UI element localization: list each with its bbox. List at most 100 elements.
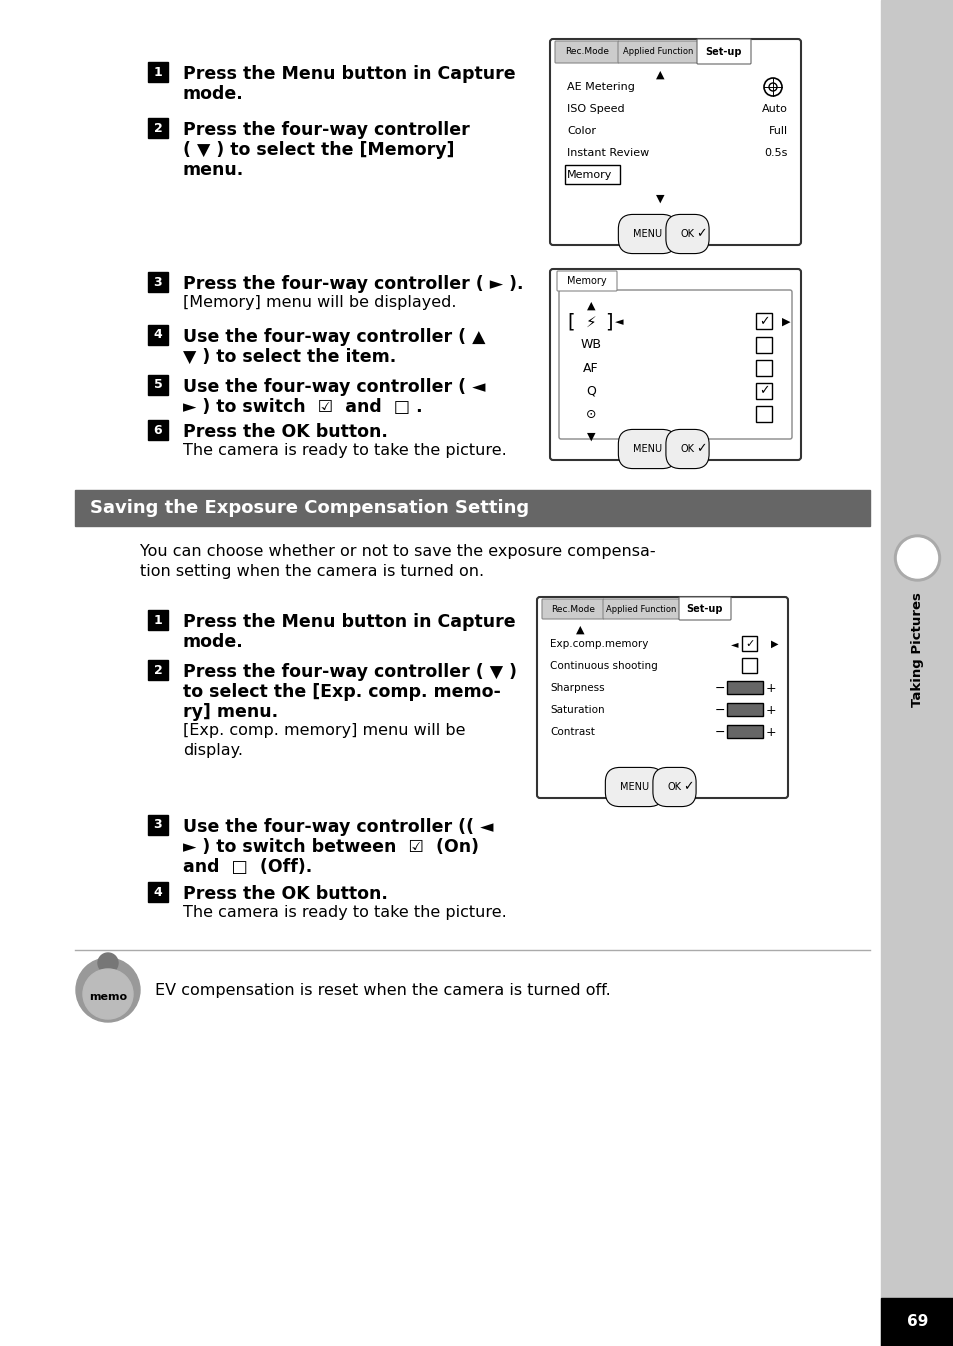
- Text: ✓: ✓: [696, 227, 706, 241]
- Bar: [880, 1298, 953, 1346]
- Bar: [726, 681, 762, 695]
- Circle shape: [897, 538, 937, 577]
- Circle shape: [98, 953, 118, 973]
- Text: Press the four-way controller: Press the four-way controller: [183, 121, 469, 139]
- Text: MENU: MENU: [632, 229, 661, 240]
- Bar: [755, 336, 771, 353]
- Bar: [755, 384, 771, 398]
- FancyBboxPatch shape: [555, 40, 618, 63]
- Text: Q: Q: [585, 385, 596, 397]
- Bar: [726, 725, 762, 738]
- Text: Sharpness: Sharpness: [550, 682, 604, 693]
- Text: ► ) to switch  ☑  and  □ .: ► ) to switch ☑ and □ .: [183, 398, 422, 416]
- Text: ◄: ◄: [614, 318, 622, 327]
- Text: The camera is ready to take the picture.: The camera is ready to take the picture.: [183, 905, 506, 921]
- FancyBboxPatch shape: [602, 599, 679, 619]
- FancyBboxPatch shape: [550, 269, 801, 460]
- Bar: [148, 420, 168, 440]
- Text: WB: WB: [579, 338, 601, 351]
- Text: ▶: ▶: [781, 318, 789, 327]
- Text: ▼: ▼: [656, 194, 664, 205]
- Text: Contrast: Contrast: [550, 727, 595, 738]
- Bar: [148, 376, 168, 394]
- Text: +: +: [765, 681, 776, 695]
- Text: Taking Pictures: Taking Pictures: [910, 592, 923, 708]
- Text: ▼: ▼: [586, 432, 595, 441]
- Text: ▲: ▲: [586, 302, 595, 311]
- Text: 4: 4: [153, 328, 162, 342]
- Text: 0.5s: 0.5s: [763, 148, 787, 157]
- Text: Use the four-way controller ( ◄: Use the four-way controller ( ◄: [183, 378, 485, 396]
- Text: 5: 5: [153, 378, 162, 392]
- Text: Saturation: Saturation: [550, 705, 604, 715]
- Text: memo: memo: [89, 992, 127, 1001]
- Text: ⊙: ⊙: [585, 408, 596, 420]
- Bar: [741, 658, 757, 673]
- Text: Press the four-way controller ( ► ).: Press the four-way controller ( ► ).: [183, 275, 523, 293]
- Text: The camera is ready to take the picture.: The camera is ready to take the picture.: [183, 443, 506, 458]
- Text: Applied Function: Applied Function: [622, 47, 693, 57]
- Text: Saving the Exposure Compensation Setting: Saving the Exposure Compensation Setting: [90, 499, 529, 517]
- Bar: [148, 272, 168, 292]
- Text: Use the four-way controller ( ▲: Use the four-way controller ( ▲: [183, 328, 485, 346]
- Bar: [755, 359, 771, 376]
- Text: Press the Menu button in Capture: Press the Menu button in Capture: [183, 65, 515, 83]
- Bar: [564, 166, 619, 184]
- Text: to select the [Exp. comp. memo-: to select the [Exp. comp. memo-: [183, 682, 500, 701]
- Text: [Memory] menu will be displayed.: [Memory] menu will be displayed.: [183, 295, 456, 310]
- Text: Memory: Memory: [566, 170, 612, 180]
- Text: 6: 6: [153, 424, 162, 436]
- Bar: [148, 882, 168, 902]
- Text: +: +: [765, 704, 776, 716]
- Bar: [880, 0, 953, 1346]
- Text: display.: display.: [183, 743, 243, 758]
- Text: ↩: ↩: [652, 781, 662, 794]
- Text: Applied Function: Applied Function: [606, 604, 676, 614]
- Bar: [148, 118, 168, 139]
- Text: tion setting when the camera is turned on.: tion setting when the camera is turned o…: [140, 564, 483, 579]
- Text: MENU: MENU: [619, 782, 648, 791]
- Bar: [148, 610, 168, 630]
- Text: ▼ ) to select the item.: ▼ ) to select the item.: [183, 349, 395, 366]
- Text: 3: 3: [153, 276, 162, 288]
- Bar: [148, 660, 168, 680]
- Text: [Exp. comp. memory] menu will be: [Exp. comp. memory] menu will be: [183, 723, 465, 738]
- Text: MENU: MENU: [632, 444, 661, 454]
- Text: ▶: ▶: [770, 639, 778, 649]
- Text: Exp.comp.memory: Exp.comp.memory: [550, 639, 648, 649]
- Text: OK: OK: [679, 229, 694, 240]
- FancyBboxPatch shape: [558, 289, 791, 439]
- Text: Press the Menu button in Capture: Press the Menu button in Capture: [183, 612, 515, 631]
- Text: −: −: [714, 681, 724, 695]
- FancyBboxPatch shape: [550, 39, 801, 245]
- Circle shape: [894, 534, 940, 581]
- Text: ► ) to switch between  ☑  (On): ► ) to switch between ☑ (On): [183, 839, 478, 856]
- Text: ↩: ↩: [664, 227, 675, 241]
- Text: OK: OK: [667, 782, 680, 791]
- Text: Press the OK button.: Press the OK button.: [183, 423, 388, 441]
- FancyBboxPatch shape: [697, 39, 750, 65]
- Text: Press the four-way controller ( ▼ ): Press the four-way controller ( ▼ ): [183, 664, 517, 681]
- Circle shape: [768, 83, 776, 92]
- Bar: [726, 703, 762, 716]
- Bar: [755, 314, 771, 328]
- Bar: [755, 406, 771, 423]
- Text: −: −: [714, 725, 724, 739]
- Text: and  □  (Off).: and □ (Off).: [183, 857, 312, 876]
- Text: ✓: ✓: [682, 781, 693, 794]
- Text: Press the OK button.: Press the OK button.: [183, 886, 388, 903]
- Text: [: [: [567, 312, 574, 331]
- Text: Set-up: Set-up: [686, 604, 722, 614]
- Text: −: −: [714, 704, 724, 716]
- Bar: [148, 814, 168, 835]
- Text: mode.: mode.: [183, 85, 244, 104]
- Bar: [148, 62, 168, 82]
- Text: Use the four-way controller (( ◄: Use the four-way controller (( ◄: [183, 818, 493, 836]
- Text: ✓: ✓: [696, 443, 706, 455]
- Text: Rec.Mode: Rec.Mode: [564, 47, 608, 57]
- Text: ✓: ✓: [758, 385, 768, 397]
- FancyBboxPatch shape: [618, 40, 698, 63]
- Text: 4: 4: [153, 886, 162, 899]
- Text: ⚡: ⚡: [585, 315, 596, 330]
- Circle shape: [83, 969, 132, 1019]
